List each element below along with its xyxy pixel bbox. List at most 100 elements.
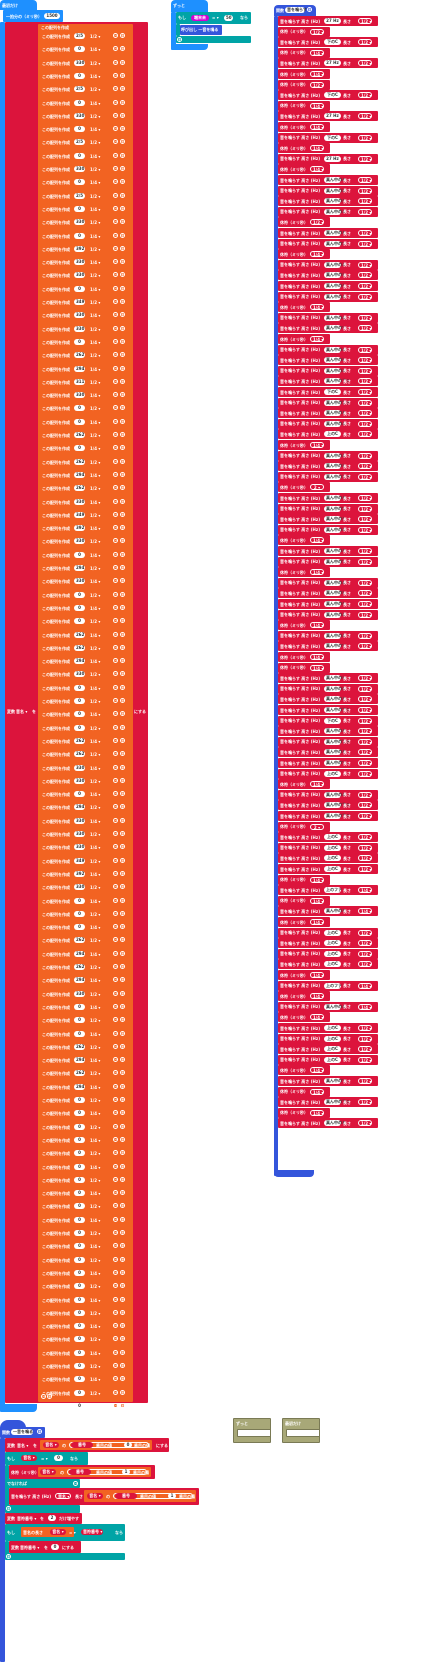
array-row-fraction[interactable]: 1/2 ▾ (90, 433, 101, 438)
array-row-add-icon[interactable]: + (120, 179, 125, 185)
pitch-field[interactable]: 27 Hz (324, 155, 341, 162)
array-row-fraction[interactable]: 1/4 ▾ (90, 1137, 101, 1143)
array-row-remove-icon[interactable]: − (113, 1136, 118, 1142)
array-row-value[interactable]: 0 (74, 791, 85, 798)
array-row-value[interactable]: 262 (74, 937, 85, 944)
length-dropdown[interactable]: 1/2 ▾ (358, 961, 372, 968)
length-dropdown[interactable]: 1/2 ▾ (358, 505, 372, 512)
pitch-field[interactable]: 真ん中のソ (324, 643, 346, 650)
length-dropdown[interactable]: 1/2 ▾ (358, 579, 372, 586)
rest-block[interactable] (278, 1012, 330, 1023)
length-dropdown[interactable]: 1/2 ▾ (358, 601, 372, 607)
length-dropdown[interactable]: 1/2 ▾ (358, 261, 372, 268)
array-row-value[interactable]: 0 (74, 910, 85, 917)
array-row-add-icon[interactable]: + (120, 1110, 125, 1116)
pitch-field[interactable]: 真ん中のミ (324, 728, 346, 735)
pitch-field[interactable]: 上のC (324, 940, 341, 947)
array-row-add-icon[interactable]: + (120, 817, 125, 823)
array-row-value[interactable]: 294 (74, 565, 85, 571)
if1-eq[interactable]: = ▾ (41, 1456, 48, 1461)
pitch-field[interactable]: 真ん中のミ (324, 791, 346, 798)
pitch-field[interactable]: 真ん中のミ (324, 908, 346, 915)
length-dropdown[interactable]: 1/2 ▾ (358, 60, 372, 67)
pitch-field[interactable]: 下のC (324, 389, 341, 395)
length-dropdown[interactable]: 1/2 ▾ (358, 208, 372, 215)
length-dropdown[interactable]: 1/2 ▾ (358, 950, 372, 957)
array-row-add-icon[interactable]: + (120, 1150, 125, 1156)
pitch-field[interactable]: 真ん中のシ (324, 601, 346, 607)
rest-num-dropdown[interactable]: 番号 (69, 1469, 91, 1475)
length-dropdown[interactable]: 1/2 ▾ (358, 1120, 372, 1127)
array-row-add-icon[interactable]: + (120, 684, 125, 690)
rest-length-dropdown[interactable]: 1/4 ▾ (310, 166, 324, 173)
array-row-remove-icon[interactable]: − (113, 737, 118, 743)
rest-length-dropdown[interactable]: 1/4 ▾ (310, 781, 324, 788)
array-row-remove-icon[interactable]: − (113, 844, 118, 850)
condition-value[interactable]: 50 (224, 15, 233, 21)
array-row-remove-icon[interactable]: − (113, 205, 118, 211)
rest-length-dropdown[interactable]: 1/4 ▾ (310, 664, 324, 671)
array-row-value[interactable]: 330 (74, 59, 85, 66)
if1-add-icon[interactable]: + (6, 1506, 11, 1511)
array-row-remove-icon[interactable]: − (113, 59, 118, 65)
array-row-add-icon[interactable]: + (120, 1256, 125, 1262)
array-row-add-icon[interactable]: + (120, 72, 125, 78)
array-row-fraction[interactable]: 1/2 ▾ (90, 326, 101, 332)
array-row-fraction[interactable]: 1/4 ▾ (90, 1270, 101, 1276)
array-row-add-icon[interactable]: + (120, 272, 125, 278)
rest-block[interactable] (278, 143, 330, 154)
rest-block[interactable] (278, 567, 330, 578)
array-row-remove-icon[interactable]: − (113, 418, 118, 424)
array-row-value[interactable]: 0 (74, 1190, 85, 1197)
pitch-field[interactable]: 上のC (324, 844, 341, 851)
array-row-add-icon[interactable]: + (120, 924, 125, 930)
array-row-value[interactable]: 349 (74, 299, 85, 305)
array-row-fraction[interactable]: 1/2 ▾ (90, 911, 101, 917)
pitch-field[interactable]: 真ん中のシ (324, 685, 346, 692)
array-row-add-icon[interactable]: + (120, 777, 125, 783)
array-row-add-icon[interactable]: + (120, 285, 125, 291)
array-row-add-icon[interactable]: + (120, 644, 125, 650)
array-row-remove-icon[interactable]: − (113, 644, 118, 650)
array-row-remove-icon[interactable]: − (113, 977, 118, 983)
array-row-fraction[interactable]: 1/2 ▾ (90, 1337, 101, 1343)
array-row-remove-icon[interactable]: − (113, 711, 118, 717)
array-row-fraction[interactable]: 1/2 ▾ (90, 832, 101, 837)
array-row-value[interactable]: 0 (74, 698, 85, 704)
array-row-remove-icon[interactable]: − (113, 1336, 118, 1342)
length-dropdown[interactable]: 1/2 ▾ (358, 473, 372, 480)
length-dropdown[interactable]: 1/2 ▾ (358, 18, 372, 24)
rest-block[interactable] (278, 69, 330, 79)
length-dropdown[interactable]: 1/2 ▾ (358, 770, 372, 777)
rest-length-dropdown[interactable]: 1/4 ▾ (310, 993, 324, 1000)
pitch-field[interactable]: 真ん中のミ (324, 420, 346, 427)
array-row-value[interactable]: 0 (74, 1283, 85, 1290)
array-row-fraction[interactable]: 1/2 ▾ (90, 619, 101, 625)
array-row-remove-icon[interactable]: − (113, 99, 118, 105)
pitch-field[interactable]: 上のC (324, 855, 341, 862)
array-row-add-icon[interactable]: + (120, 844, 125, 850)
array-row-add-icon[interactable]: + (120, 937, 125, 943)
array-row-remove-icon[interactable]: − (113, 312, 118, 318)
array-row-remove-icon[interactable]: − (113, 192, 118, 198)
array-row-value[interactable]: 0 (74, 897, 85, 904)
length-dropdown[interactable]: 1/2 ▾ (358, 240, 372, 247)
inc-name-dropdown[interactable]: 音符番号 ▾ (17, 1516, 37, 1521)
array-row-value[interactable]: 311 (74, 378, 85, 385)
array-row-add-icon[interactable]: + (120, 1030, 125, 1036)
array-row-add-icon[interactable]: + (120, 259, 125, 265)
pitch-field[interactable]: 真ん中のレ (324, 590, 346, 597)
array-row-fraction[interactable]: 1/2 ▾ (90, 965, 101, 970)
array-row-fraction[interactable]: 1/2 ▾ (90, 1390, 101, 1396)
var-name-dropdown[interactable]: 音名 ▾ (16, 709, 28, 714)
array-row-fraction[interactable]: 1/4 ▾ (90, 73, 101, 79)
array-row-remove-icon[interactable]: − (113, 551, 118, 557)
if1-var-dropdown[interactable]: 音名 ▾ (21, 1455, 37, 1461)
array-row-remove-icon[interactable]: − (113, 166, 118, 171)
array-row-value[interactable]: 349 (74, 511, 85, 518)
array-row-fraction[interactable]: 1/2 ▾ (90, 60, 101, 66)
array-add-icon[interactable]: + (47, 1394, 52, 1399)
array-row-fraction[interactable]: 1/2 ▾ (90, 87, 101, 93)
rest-block[interactable] (278, 917, 330, 927)
rest-block[interactable] (278, 249, 330, 260)
